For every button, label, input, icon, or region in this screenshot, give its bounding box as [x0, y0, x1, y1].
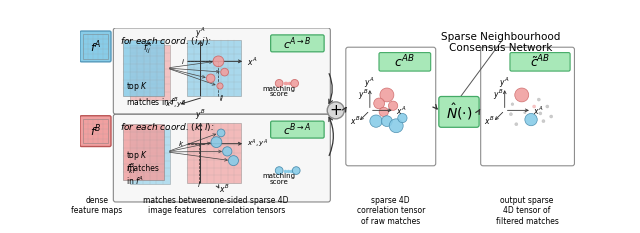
Circle shape: [228, 156, 239, 166]
FancyBboxPatch shape: [271, 121, 324, 138]
Text: sparse 4D
correlation tensor
of raw matches: sparse 4D correlation tensor of raw matc…: [356, 196, 425, 226]
Text: $f^B_{kl}$: $f^B_{kl}$: [127, 161, 136, 176]
Text: dense
feature maps: dense feature maps: [72, 196, 123, 215]
Circle shape: [291, 79, 298, 87]
Text: output sparse
4D tensor of
filtered matches: output sparse 4D tensor of filtered matc…: [496, 196, 559, 226]
Text: $f^B$: $f^B$: [90, 123, 101, 139]
Bar: [187, 40, 241, 96]
Text: $l$: $l$: [197, 180, 201, 188]
Circle shape: [213, 56, 224, 67]
Bar: [129, 129, 170, 184]
Text: score: score: [270, 91, 289, 97]
Circle shape: [211, 137, 222, 147]
Circle shape: [207, 74, 215, 82]
Text: for each coord. $(i, j)$:: for each coord. $(i, j)$:: [120, 35, 211, 48]
Text: $f^A_{ij}$: $f^A_{ij}$: [143, 40, 152, 56]
Circle shape: [546, 105, 549, 108]
Circle shape: [327, 102, 344, 119]
Text: top $K$
matches
in $f^A$: top $K$ matches in $f^A$: [127, 149, 159, 187]
Circle shape: [389, 119, 403, 133]
FancyBboxPatch shape: [113, 28, 330, 114]
Circle shape: [388, 101, 397, 110]
Bar: [187, 123, 241, 183]
Text: $y^B$: $y^B$: [358, 87, 368, 102]
Circle shape: [380, 88, 394, 102]
FancyBboxPatch shape: [113, 114, 330, 202]
Text: $c^{B \to A}$: $c^{B \to A}$: [284, 121, 312, 138]
Text: $c^{AB}$: $c^{AB}$: [394, 54, 415, 70]
Text: for each coord. $(k, l)$:: for each coord. $(k, l)$:: [120, 121, 214, 133]
Text: $i$: $i$: [180, 57, 184, 66]
Text: matching: matching: [262, 86, 296, 92]
Circle shape: [515, 123, 518, 126]
FancyBboxPatch shape: [80, 116, 111, 147]
Bar: [83, 34, 108, 59]
Circle shape: [524, 112, 526, 114]
Text: $k$: $k$: [179, 139, 184, 148]
Circle shape: [217, 83, 223, 89]
Bar: [124, 40, 164, 96]
FancyBboxPatch shape: [271, 35, 324, 52]
Circle shape: [532, 105, 536, 108]
Text: $y^A$: $y^A$: [364, 75, 374, 90]
Circle shape: [537, 98, 540, 101]
Text: $y^A$: $y^A$: [195, 25, 205, 40]
Text: $x^A$: $x^A$: [396, 104, 406, 116]
Bar: [83, 119, 108, 144]
Text: $f^A$: $f^A$: [90, 38, 101, 55]
Circle shape: [217, 129, 225, 137]
FancyBboxPatch shape: [481, 47, 575, 166]
Circle shape: [525, 113, 537, 126]
Text: $x^B,y^B$: $x^B,y^B$: [164, 99, 186, 111]
Circle shape: [221, 68, 228, 76]
Circle shape: [275, 167, 283, 175]
Text: $y^B$: $y^B$: [195, 108, 205, 122]
Text: $x^A$: $x^A$: [246, 55, 257, 68]
Text: one-sided sparse 4D
correlation tensors: one-sided sparse 4D correlation tensors: [210, 196, 288, 215]
Text: $\hat{N}(\cdot)$: $\hat{N}(\cdot)$: [446, 102, 472, 122]
Text: $c^{A \to B}$: $c^{A \to B}$: [284, 35, 312, 52]
Circle shape: [275, 79, 283, 87]
FancyBboxPatch shape: [80, 31, 111, 62]
FancyBboxPatch shape: [346, 47, 436, 166]
FancyBboxPatch shape: [439, 96, 479, 127]
Bar: [124, 124, 164, 180]
Circle shape: [539, 112, 542, 115]
Text: $x^A,y^A$: $x^A,y^A$: [246, 137, 268, 150]
Text: $+$: $+$: [329, 103, 342, 118]
Circle shape: [542, 120, 545, 123]
Text: $x^B$: $x^B$: [218, 182, 229, 195]
Circle shape: [515, 88, 529, 102]
Text: $y^A$: $y^A$: [499, 75, 509, 90]
Circle shape: [550, 115, 553, 118]
Text: matching: matching: [262, 173, 296, 179]
Text: $x^B$: $x^B$: [349, 114, 360, 127]
FancyBboxPatch shape: [379, 53, 431, 71]
Text: $x^A$: $x^A$: [533, 104, 544, 116]
FancyBboxPatch shape: [510, 53, 570, 71]
Text: Sparse Neighbourhood
Consensus Network: Sparse Neighbourhood Consensus Network: [442, 32, 561, 53]
Bar: [129, 45, 170, 100]
Circle shape: [370, 115, 382, 127]
Circle shape: [292, 167, 300, 175]
Circle shape: [511, 103, 514, 106]
Circle shape: [223, 147, 232, 156]
Circle shape: [379, 107, 388, 116]
Circle shape: [509, 113, 513, 116]
Text: $\tilde{c}^{AB}$: $\tilde{c}^{AB}$: [530, 54, 550, 70]
Text: score: score: [270, 179, 289, 185]
Text: matches between
image features: matches between image features: [143, 196, 211, 215]
Text: $y^B$: $y^B$: [493, 87, 503, 102]
Text: top $K$
matches in $f^B$: top $K$ matches in $f^B$: [127, 80, 180, 108]
Circle shape: [381, 116, 392, 127]
Text: $ij$: $ij$: [219, 93, 225, 103]
Circle shape: [374, 98, 385, 109]
Circle shape: [397, 113, 407, 123]
Text: $x^B$: $x^B$: [484, 114, 495, 127]
